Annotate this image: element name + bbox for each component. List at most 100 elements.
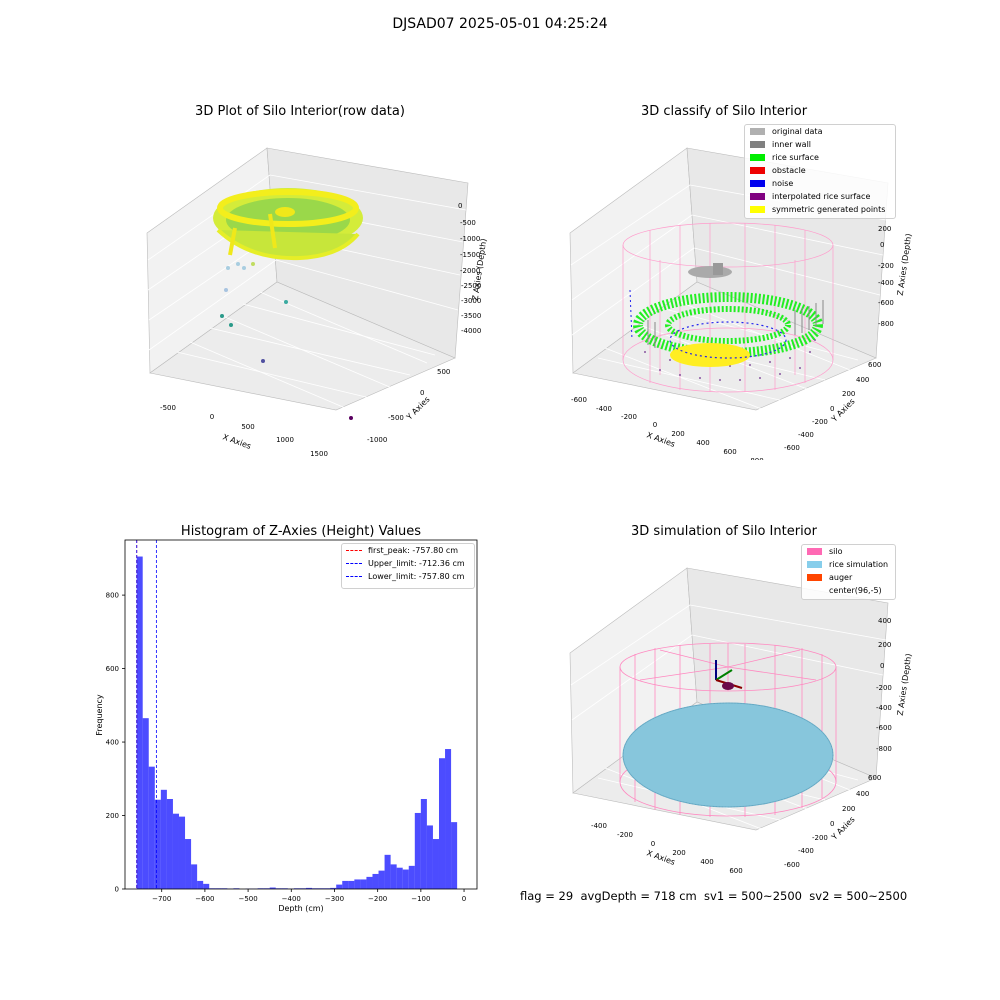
svg-text:-600: -600 — [878, 299, 894, 307]
svg-text:200: 200 — [671, 430, 684, 438]
classify-legend-item: original data — [745, 125, 895, 138]
raw-x-label: X Axies — [221, 432, 252, 451]
simulation-legend-swatch — [807, 561, 822, 568]
svg-text:0: 0 — [210, 413, 214, 421]
simulation-legend-item: auger — [802, 571, 895, 584]
raw-y-label: Y Axies — [404, 395, 432, 423]
classify-legend-label: rice surface — [772, 153, 819, 162]
histogram-legend: first_peak: -757.80 cm Upper_limit: -712.… — [341, 543, 475, 589]
classify-legend-label: original data — [772, 127, 823, 136]
classify-z-label: Z Axies (Depth) — [896, 233, 914, 296]
svg-text:-400: -400 — [876, 704, 892, 712]
svg-text:0: 0 — [420, 389, 424, 397]
histogram-bar — [342, 880, 349, 889]
svg-text:-600: -600 — [571, 396, 587, 404]
svg-text:-800: -800 — [876, 745, 892, 753]
histogram-legend-swatch — [346, 563, 362, 564]
svg-text:-200: -200 — [876, 684, 892, 692]
classify-legend-swatch — [750, 180, 765, 187]
svg-text:-1000: -1000 — [367, 436, 387, 444]
svg-text:-200: -200 — [878, 262, 894, 270]
svg-text:0: 0 — [653, 421, 657, 429]
classify-legend-swatch — [750, 128, 765, 135]
svg-text:-200: -200 — [621, 413, 637, 421]
histogram-y-tick-label: 800 — [106, 592, 119, 600]
svg-text:-2500: -2500 — [461, 282, 481, 290]
histogram-x-tick-label: −500 — [238, 895, 257, 903]
histogram-bar — [420, 798, 427, 889]
histogram-bar — [148, 766, 155, 889]
histogram-x-tick-label: −200 — [368, 895, 387, 903]
histogram-y-tick-label: 200 — [106, 812, 119, 820]
classify-legend-item: noise — [745, 177, 895, 190]
raw-plot-title: 3D Plot of Silo Interior(row data) — [195, 104, 405, 119]
histogram-bar — [269, 887, 276, 889]
svg-text:200: 200 — [842, 390, 855, 398]
svg-text:200: 200 — [842, 805, 855, 813]
histogram-y-label: Frequency — [95, 694, 104, 736]
histogram-legend-swatch — [346, 576, 362, 577]
svg-text:-400: -400 — [596, 405, 612, 413]
classify-legend-label: inner wall — [772, 140, 812, 149]
svg-text:-500: -500 — [160, 404, 176, 412]
classify-legend-item: symmetric generated points — [745, 203, 895, 216]
svg-text:-600: -600 — [876, 724, 892, 732]
classify-legend-swatch — [750, 206, 765, 213]
svg-text:400: 400 — [856, 376, 869, 384]
svg-text:0: 0 — [830, 405, 834, 413]
histogram-legend-item: Lower_limit: -757.80 cm — [342, 570, 474, 583]
histogram-x-tick-label: −700 — [152, 895, 171, 903]
histogram-bar — [185, 839, 192, 889]
histogram-x-tick-label: −300 — [325, 895, 344, 903]
svg-text:-3500: -3500 — [461, 312, 481, 320]
svg-text:-200: -200 — [617, 831, 633, 839]
svg-text:-200: -200 — [812, 834, 828, 842]
classify-legend-label: obstacle — [772, 166, 806, 175]
histogram-legend-label: Lower_limit: -757.80 cm — [368, 572, 465, 581]
histogram-bar — [426, 825, 433, 889]
histogram-bar — [330, 887, 337, 889]
simulation-legend-swatch — [807, 548, 822, 555]
histogram-bar — [378, 870, 385, 889]
svg-text:0: 0 — [880, 241, 884, 249]
histogram-bar — [438, 758, 446, 889]
simulation-legend-label: silo — [829, 547, 843, 556]
svg-text:-600: -600 — [784, 861, 800, 869]
histogram-x-label: Depth (cm) — [278, 904, 323, 913]
svg-text:-400: -400 — [798, 431, 814, 439]
svg-text:0: 0 — [651, 840, 655, 848]
classify-plot-title: 3D classify of Silo Interior — [640, 104, 808, 119]
simulation-legend-item: silo — [802, 545, 895, 558]
simulation-legend-label: rice simulation — [829, 560, 889, 569]
histogram-x-tick-label: −600 — [195, 895, 214, 903]
svg-text:-200: -200 — [812, 418, 828, 426]
histogram-bar — [354, 879, 361, 889]
histogram-bar — [336, 884, 343, 889]
svg-text:-1000: -1000 — [460, 235, 480, 243]
classify-legend: original data inner wall rice surface obsta… — [744, 124, 896, 219]
simulation-legend: silo rice simulation auger center(96,-5) — [801, 544, 896, 600]
classify-legend-item: inner wall — [745, 138, 895, 151]
svg-text:400: 400 — [696, 439, 709, 447]
simulation-plot-title: 3D simulation of Silo Interior — [631, 524, 817, 539]
histogram-bar — [414, 812, 421, 889]
histogram-bar — [142, 718, 149, 889]
svg-text:-4000: -4000 — [461, 327, 481, 335]
simulation-legend-label: center(96,-5) — [829, 586, 882, 595]
svg-text:500: 500 — [437, 368, 450, 376]
classify-legend-swatch — [750, 167, 765, 174]
histogram-bar — [451, 822, 458, 889]
histogram-bar — [396, 867, 403, 889]
svg-text:600: 600 — [729, 867, 742, 875]
svg-text:-400: -400 — [798, 847, 814, 855]
simulation-y-label: Y Axies — [829, 815, 857, 843]
classify-legend-swatch — [750, 154, 765, 161]
svg-text:-500: -500 — [460, 219, 476, 227]
classify-legend-label: noise — [772, 179, 794, 188]
svg-text:-3000: -3000 — [461, 297, 481, 305]
simulation-legend-item: center(96,-5) — [802, 584, 895, 597]
histogram-legend-item: Upper_limit: -712.36 cm — [342, 557, 474, 570]
histogram-bar — [372, 873, 379, 889]
histogram-legend-label: Upper_limit: -712.36 cm — [368, 559, 465, 568]
histogram-legend-swatch — [346, 550, 362, 551]
